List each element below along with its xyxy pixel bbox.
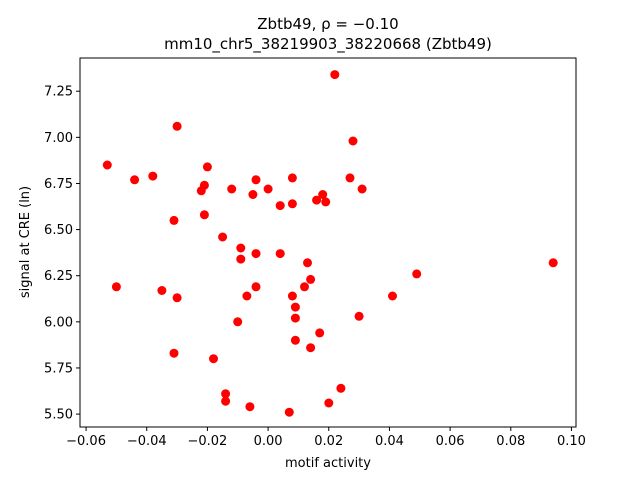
- x-tick-label: 0.06: [436, 434, 465, 449]
- data-point: [275, 249, 285, 259]
- data-point: [169, 215, 179, 225]
- data-point: [157, 286, 167, 295]
- chart-title-line2: mm10_chr5_38219903_38220668 (Zbtb49): [164, 35, 492, 54]
- data-point: [312, 195, 322, 205]
- data-point: [300, 282, 309, 292]
- data-point: [336, 383, 346, 393]
- data-point: [388, 291, 397, 301]
- data-point: [290, 302, 300, 312]
- data-point: [172, 121, 182, 131]
- data-point: [306, 274, 316, 284]
- data-point: [315, 328, 325, 338]
- data-point: [251, 175, 261, 185]
- y-tick-label: 6.50: [44, 223, 73, 238]
- data-point: [172, 293, 182, 303]
- plot-frame: [79, 57, 577, 428]
- x-axis-label: motif activity: [285, 456, 371, 471]
- data-point: [263, 184, 273, 194]
- x-tick-label: 0.08: [496, 434, 525, 449]
- data-point: [287, 199, 297, 209]
- y-tick-label: 5.50: [44, 408, 73, 423]
- data-point: [242, 291, 252, 301]
- x-axis-ticks: −0.06 −0.04 −0.02 0.00 0.02 0.04 0.06 0.08 0.10: [66, 427, 586, 449]
- data-point: [290, 335, 300, 345]
- data-point: [284, 407, 294, 417]
- data-point: [354, 311, 364, 321]
- x-tick-label: −0.06: [66, 434, 106, 449]
- data-point: [148, 171, 158, 181]
- data-point: [196, 186, 206, 196]
- data-point: [209, 354, 218, 364]
- data-point: [221, 389, 231, 399]
- data-point: [321, 197, 331, 207]
- data-point: [287, 291, 297, 301]
- data-point: [251, 249, 261, 259]
- y-tick-label: 6.25: [44, 269, 73, 284]
- data-point: [348, 136, 358, 146]
- data-point: [169, 348, 179, 358]
- chart-title-line1: Zbtb49, ρ = −0.10: [257, 15, 398, 33]
- data-point: [130, 175, 140, 185]
- y-tick-label: 6.00: [44, 315, 73, 330]
- x-tick-label: −0.02: [187, 434, 227, 449]
- data-point: [233, 317, 243, 327]
- data-point: [330, 70, 340, 80]
- data-point: [303, 258, 312, 268]
- data-point: [218, 232, 228, 242]
- data-point: [412, 269, 422, 279]
- data-point: [102, 160, 112, 170]
- data-point: [199, 210, 209, 220]
- data-point: [357, 184, 367, 194]
- y-tick-label: 7.00: [44, 131, 73, 146]
- data-point: [227, 184, 237, 194]
- data-point: [548, 258, 558, 268]
- data-point: [236, 243, 246, 253]
- x-tick-label: 0.04: [375, 434, 404, 449]
- y-tick-label: 6.75: [44, 177, 73, 192]
- x-tick-label: 0.10: [557, 434, 586, 449]
- data-points: [102, 70, 558, 417]
- data-point: [245, 402, 255, 412]
- data-point: [202, 162, 212, 172]
- data-point: [275, 201, 285, 211]
- data-point: [324, 398, 334, 408]
- y-axis-ticks: 5.50 5.75 6.00 6.25 6.50 6.75 7.00 7.25: [44, 85, 80, 423]
- y-tick-label: 7.25: [44, 85, 73, 100]
- x-tick-label: 0.02: [314, 434, 343, 449]
- data-point: [318, 190, 328, 199]
- data-point: [111, 282, 121, 292]
- data-point: [248, 190, 258, 199]
- x-tick-label: 0.00: [254, 434, 283, 449]
- data-point: [345, 173, 355, 183]
- data-point: [251, 282, 261, 292]
- x-tick-label: −0.04: [127, 434, 167, 449]
- y-axis-label: signal at CRE (ln): [18, 186, 33, 298]
- data-point: [236, 254, 246, 264]
- data-point: [287, 173, 297, 183]
- data-point: [290, 313, 300, 323]
- y-tick-label: 5.75: [44, 361, 73, 376]
- data-point: [221, 396, 231, 406]
- data-point: [306, 343, 316, 353]
